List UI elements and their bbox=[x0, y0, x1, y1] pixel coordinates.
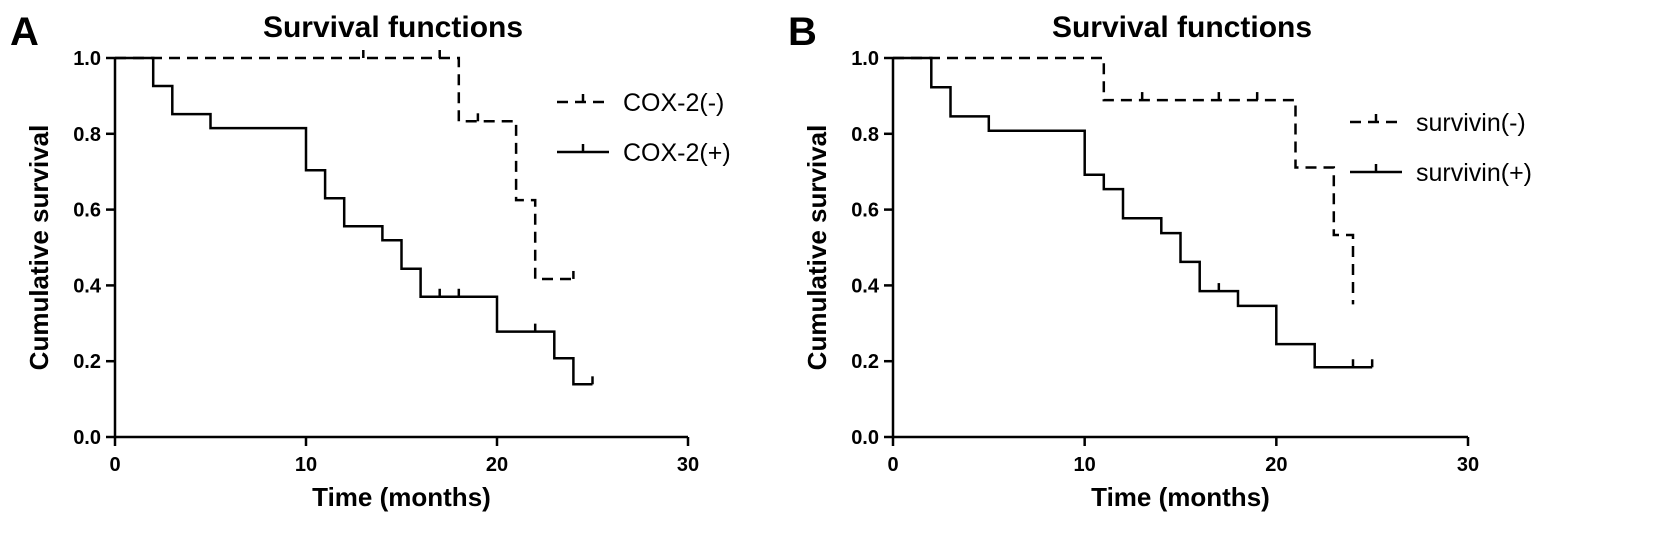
legend-label: survivin(+) bbox=[1416, 159, 1532, 187]
legend-symbol bbox=[1350, 114, 1402, 124]
x-tick-label: 10 bbox=[295, 454, 317, 476]
x-axis-label: Time (months) bbox=[312, 482, 491, 512]
y-tick-label: 0.2 bbox=[73, 351, 101, 373]
y-tick-label: 0.6 bbox=[851, 200, 879, 222]
panel-letter: A bbox=[10, 10, 39, 54]
legend-label: COX-2(+) bbox=[623, 139, 731, 167]
x-axis-label: Time (months) bbox=[1091, 482, 1270, 512]
x-tick-label: 30 bbox=[677, 454, 699, 476]
chart-title: Survival functions bbox=[1052, 11, 1312, 44]
chart-panel-b: B Survival functions 0.0 0.2 0.4 0.6 0.8 1.0 0 10… bbox=[788, 10, 1532, 512]
x-tick-label: 10 bbox=[1074, 454, 1096, 476]
x-tick-label: 0 bbox=[109, 454, 120, 476]
legend-symbol bbox=[1350, 164, 1402, 174]
series-line-dashed bbox=[115, 56, 574, 281]
series-line-solid bbox=[893, 56, 1373, 369]
chart-title: Survival functions bbox=[263, 11, 523, 44]
chart-panel-a: A Survival functions 0.0 0.2 0.4 0.6 0.8 1.0 0 10… bbox=[10, 10, 731, 512]
series-line-dashed bbox=[893, 56, 1355, 305]
x-tick-label: 0 bbox=[887, 454, 898, 476]
x-tick-label: 30 bbox=[1457, 454, 1479, 476]
legend-symbol bbox=[557, 94, 609, 104]
y-tick-label: 1.0 bbox=[73, 48, 101, 70]
y-tick-label: 0.8 bbox=[851, 124, 879, 146]
panel-letter: B bbox=[788, 10, 817, 54]
legend-symbol bbox=[557, 144, 609, 154]
y-tick-label: 0.0 bbox=[73, 427, 101, 449]
y-tick-label: 1.0 bbox=[851, 48, 879, 70]
y-tick-label: 0.0 bbox=[851, 427, 879, 449]
legend-label: survivin(-) bbox=[1416, 109, 1526, 137]
x-tick-label: 20 bbox=[1265, 454, 1287, 476]
y-tick-label: 0.6 bbox=[73, 200, 101, 222]
series-line-solid bbox=[115, 56, 593, 386]
y-axis-label: Cumulative survival bbox=[802, 125, 832, 371]
legend-label: COX-2(-) bbox=[623, 89, 724, 117]
y-tick-label: 0.8 bbox=[73, 124, 101, 146]
y-tick-label: 0.4 bbox=[851, 275, 880, 297]
x-tick-label: 20 bbox=[486, 454, 508, 476]
y-tick-label: 0.4 bbox=[73, 275, 102, 297]
y-axis-label: Cumulative survival bbox=[24, 125, 54, 371]
y-tick-label: 0.2 bbox=[851, 351, 879, 373]
